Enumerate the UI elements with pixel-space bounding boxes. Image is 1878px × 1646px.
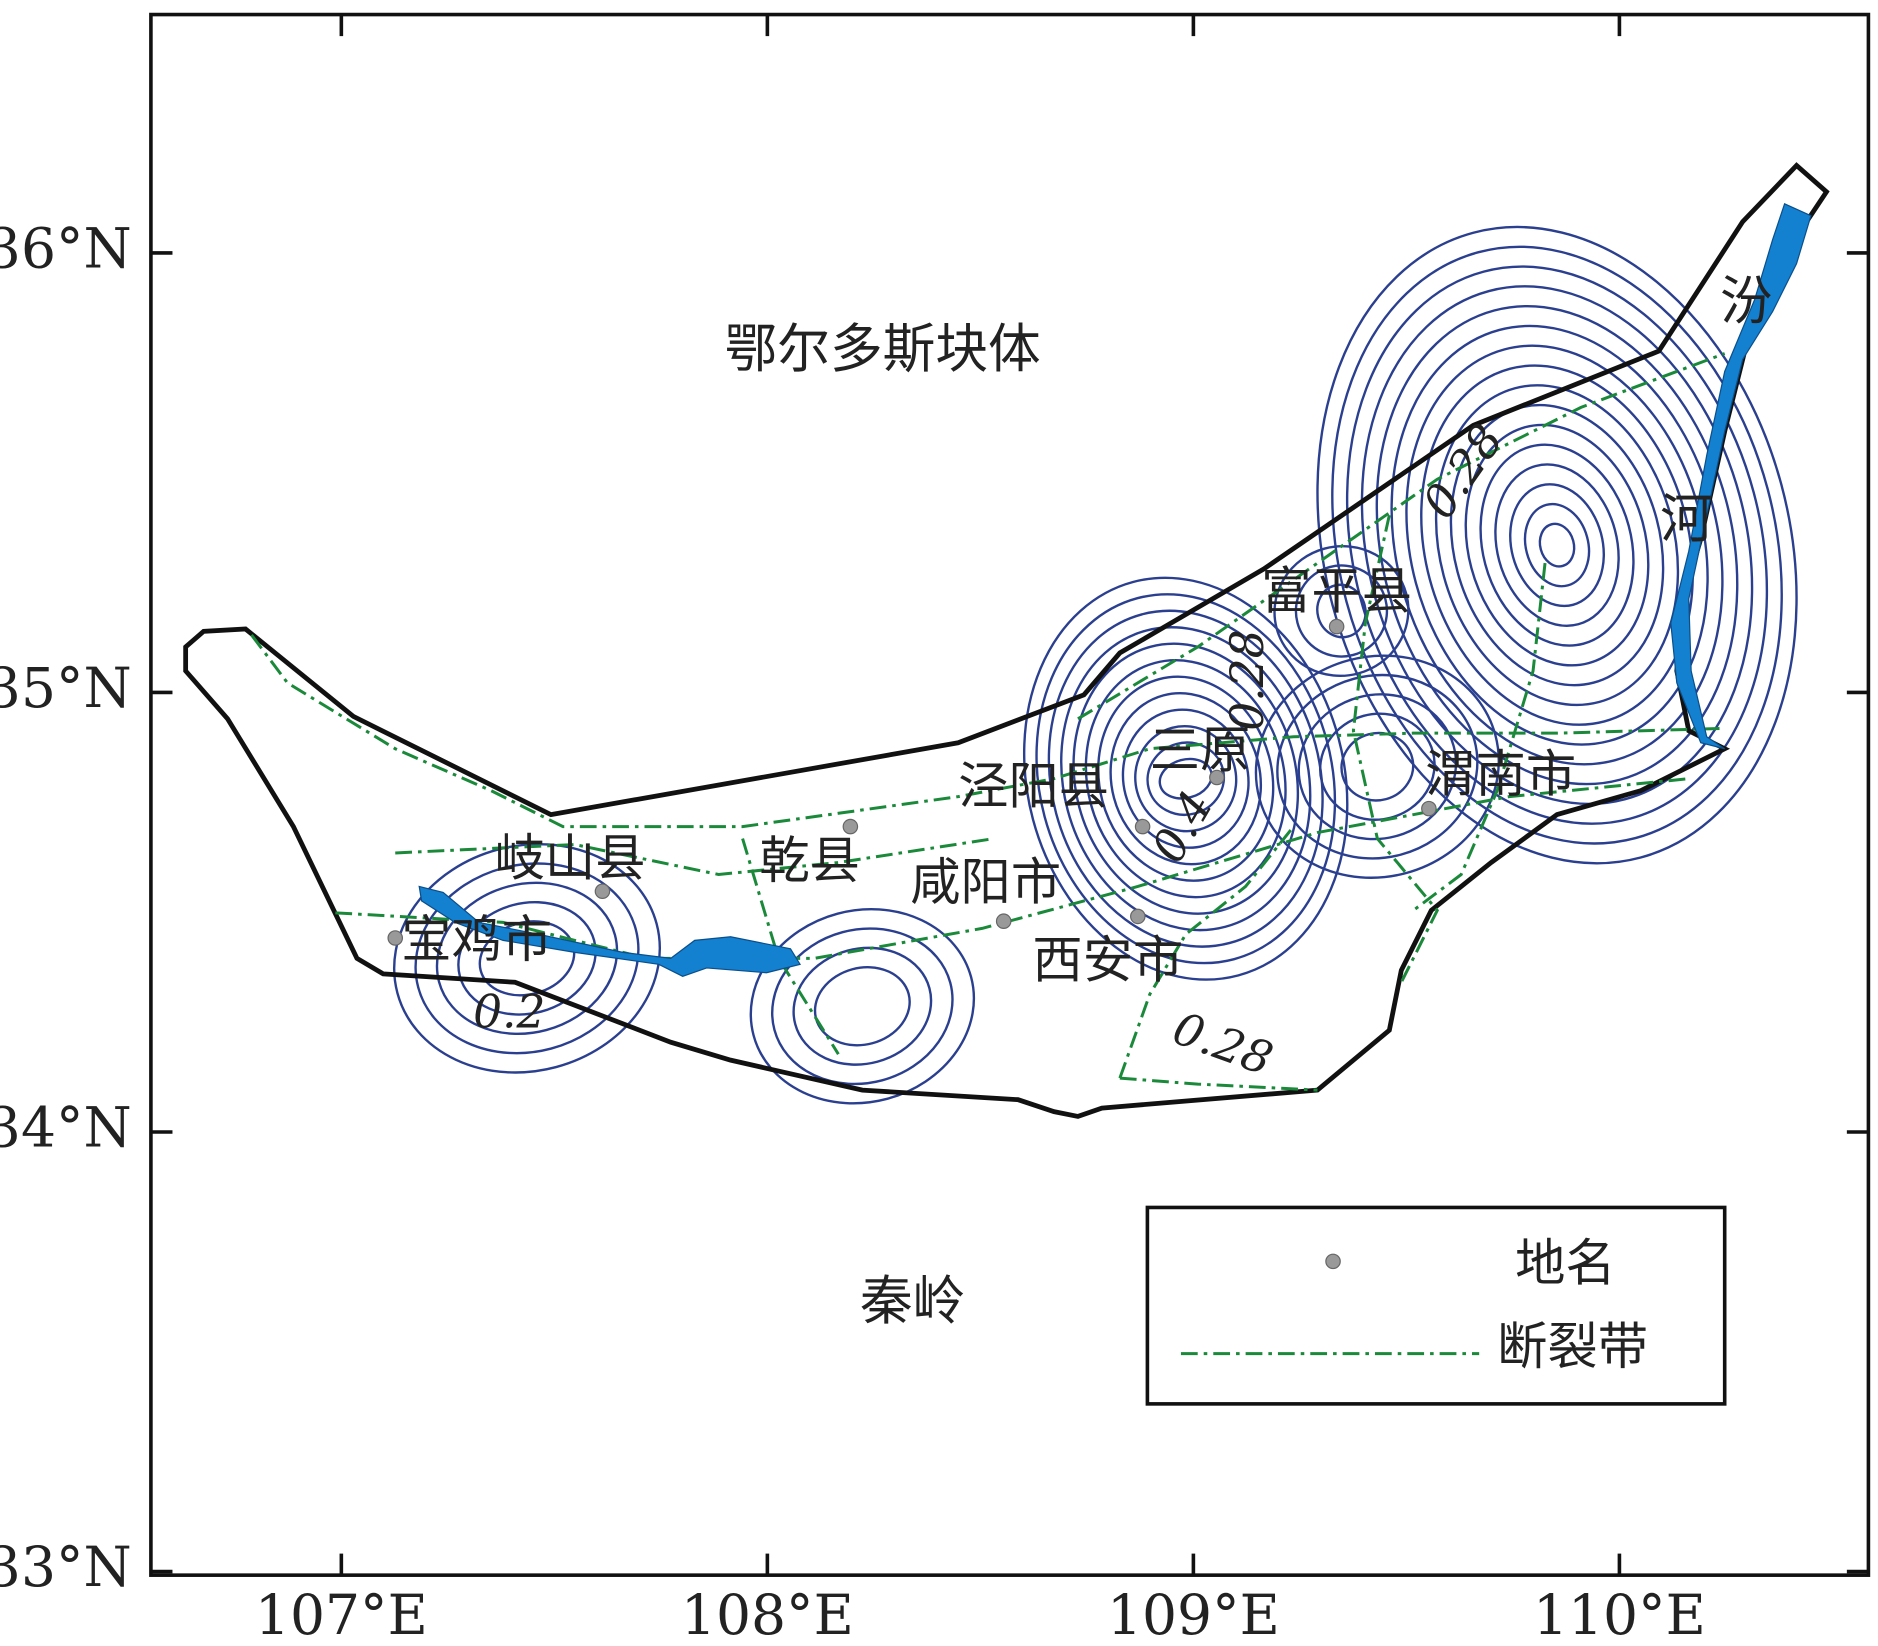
contour: [1097, 675, 1275, 882]
fault: [1351, 514, 1440, 983]
y-tick-label: 33°N: [0, 1535, 132, 1599]
contour: [771, 927, 954, 1086]
place-marker: [1130, 908, 1146, 925]
contour-label: 0.2: [473, 985, 545, 1038]
contour: [457, 900, 597, 1016]
contour: [1121, 708, 1250, 849]
place-label: 泾阳县: [958, 757, 1109, 816]
region-label: 鄂尔多斯块体: [725, 319, 1041, 380]
place-marker: [1209, 769, 1225, 786]
contour: [1523, 502, 1591, 588]
contour: [1294, 564, 1389, 658]
fault: [1118, 825, 1295, 1079]
place-label: 咸阳市: [910, 852, 1061, 911]
y-tick-label: 35°N: [0, 656, 132, 720]
water: [418, 202, 1812, 977]
y-tick-label: 36°N: [0, 216, 132, 280]
place-label: 西安市: [1032, 930, 1183, 989]
place-label: 宝鸡市: [401, 910, 552, 969]
contour: [792, 946, 933, 1066]
contour: [1509, 483, 1605, 608]
place-marker: [842, 818, 859, 835]
study-boundary: [183, 162, 1830, 1119]
contour: [1390, 324, 1724, 766]
contour-label: 0.4: [1141, 782, 1223, 871]
contour: [1158, 757, 1213, 800]
contour: [1035, 593, 1337, 965]
place-label: 乾县: [759, 831, 860, 890]
contours: [392, 225, 1798, 1105]
place-marker: [1134, 818, 1151, 835]
fault: [395, 837, 995, 877]
legend-label: 地名: [1515, 1233, 1616, 1292]
faults: [250, 352, 1726, 1092]
contour: [813, 966, 911, 1047]
contour: [1375, 304, 1739, 786]
contour: [1345, 265, 1769, 825]
contour: [1276, 673, 1479, 860]
contour: [435, 881, 619, 1036]
place-marker: [1421, 800, 1437, 817]
contour: [1340, 731, 1415, 802]
fault: [250, 634, 1725, 829]
place-marker: [387, 930, 404, 946]
contour: [1360, 285, 1754, 806]
legend-marker: [1325, 1253, 1341, 1270]
map-frame: [149, 12, 1871, 1577]
river: [1670, 202, 1812, 750]
contour: [1434, 384, 1680, 707]
place-label: 富平县: [1261, 561, 1412, 620]
contour: [1464, 423, 1650, 667]
place-label: 渭南市: [1425, 745, 1576, 804]
river-label: 汾: [1720, 271, 1773, 332]
contour: [1047, 609, 1324, 948]
contour: [1084, 659, 1287, 899]
contour: [749, 908, 976, 1105]
contour: [1420, 364, 1694, 726]
river-label: 河: [1660, 489, 1713, 550]
place-marker: [1328, 618, 1345, 635]
fault: [741, 838, 840, 1055]
contour: [1297, 693, 1458, 841]
contour: [1273, 544, 1410, 678]
contour: [1331, 245, 1783, 845]
contour: [1316, 225, 1798, 865]
region-label: 秦岭: [860, 1271, 965, 1332]
fault: [1119, 1076, 1318, 1092]
place-marker: [995, 913, 1012, 929]
fault: [1077, 352, 1726, 721]
contour-label: 0.28: [1166, 1002, 1279, 1086]
y-tick-label: 34°N: [0, 1096, 132, 1160]
place-label: 岐山县: [495, 829, 646, 888]
contour-label: 0.28: [1221, 629, 1274, 730]
place-marker: [594, 883, 611, 900]
x-tick-label: 107°E: [255, 1583, 428, 1646]
contour: [1479, 443, 1635, 647]
contour: [414, 862, 640, 1055]
contour: [1494, 463, 1620, 627]
legend-label: 断裂带: [1497, 1317, 1648, 1376]
river: [418, 885, 802, 977]
contour: [1146, 741, 1226, 816]
fault: [335, 777, 1689, 960]
legend-box: [1145, 1205, 1727, 1406]
contour: [1538, 522, 1576, 568]
contour: [1022, 576, 1349, 981]
place-label: 三原: [1150, 721, 1251, 780]
fault: [1412, 562, 1547, 912]
contour: [1072, 642, 1300, 915]
x-tick-label: 109°E: [1107, 1583, 1280, 1646]
contour: [1134, 724, 1238, 833]
contour: [1316, 583, 1367, 639]
x-tick-label: 108°E: [681, 1583, 854, 1646]
x-tick-label: 110°E: [1533, 1583, 1706, 1646]
contour: [1254, 654, 1500, 879]
